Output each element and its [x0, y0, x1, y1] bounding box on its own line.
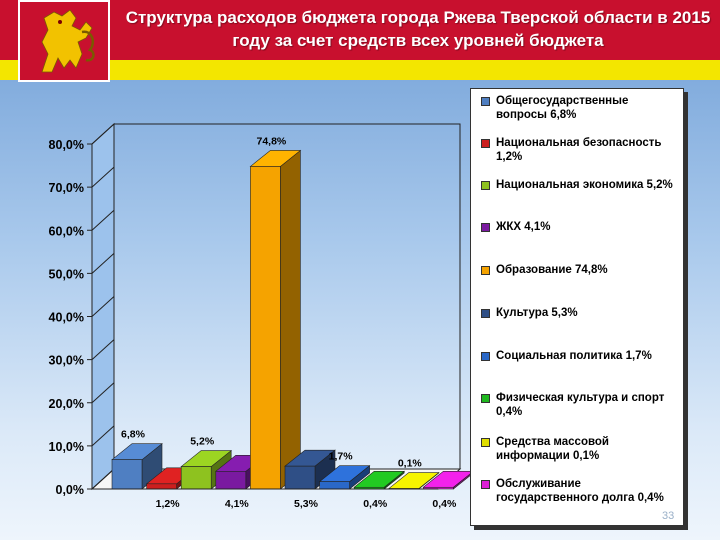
bar-value-label: 1,2% [156, 498, 181, 510]
bar-front [423, 486, 454, 490]
legend-item: Национальная экономика 5,2% [481, 178, 677, 192]
legend-label: ЖКХ 4,1% [496, 221, 551, 233]
bar-front [215, 471, 247, 490]
legend-swatch [481, 181, 490, 190]
legend-label: Культура 5,3% [496, 307, 578, 319]
legend-label: Социальная политика 1,7% [496, 350, 652, 362]
y-tick-label: 60,0% [49, 224, 84, 238]
bar-chart: 0,0% 10,0% 20,0% 30,0% 40,0% 50,0% 60,0% 70,0% 8… [49, 122, 470, 510]
legend-item: Физическая культура и спорт 0,4% [481, 391, 677, 419]
y-tick-label: 30,0% [49, 354, 84, 368]
bar-front [111, 459, 143, 490]
y-tick-label: 80,0% [49, 138, 84, 152]
legend-item: Общегосударственные вопросы 6,8% [481, 94, 677, 122]
page-number: 33 [662, 510, 675, 522]
bar-value-label: 0,4% [432, 498, 457, 510]
legend-label: Национальная безопасность 1,2% [496, 137, 662, 163]
bar-front [319, 481, 350, 490]
bar-value-label: 0,4% [363, 498, 388, 510]
bar [353, 470, 406, 490]
legend-item: Социальная политика 1,7% [481, 349, 677, 363]
y-tick-depth-line [91, 296, 115, 317]
y-tick-depth-line [91, 339, 115, 360]
y-tick-label: 10,0% [49, 440, 84, 454]
legend-label: Общегосударственные вопросы 6,8% [496, 95, 629, 121]
bar-value-label: 1,7% [329, 451, 354, 463]
y-tick-depth-line [91, 166, 115, 188]
bar-value-label: 4,1% [225, 498, 250, 510]
bar-front [250, 166, 281, 490]
legend-label: Физическая культура и спорт 0,4% [496, 392, 665, 418]
y-tick-label: 40,0% [49, 311, 84, 325]
page-title: Структура расходов бюджета города Ржева … [125, 8, 711, 50]
bar-side [280, 149, 301, 490]
y-tick-label: 70,0% [49, 181, 84, 195]
bar [422, 470, 470, 490]
header-stripe [0, 60, 720, 80]
y-tick-depth-line [91, 468, 115, 490]
legend-item: Средства массовой информации 0,1% [481, 435, 677, 463]
legend-label: Национальная экономика 5,2% [496, 179, 673, 191]
y-tick-label: 20,0% [49, 397, 84, 411]
y-tick-depth-line [91, 209, 115, 231]
y-tick-depth-line [91, 382, 115, 404]
legend-swatch [481, 97, 490, 106]
legend-swatch [481, 139, 490, 148]
legend-swatch [481, 223, 490, 232]
legend-swatch [481, 266, 490, 275]
legend-label: Обслуживание государственного долга 0,4% [496, 478, 664, 504]
bar-value-label: 74,8% [257, 135, 287, 147]
chart-legend: Общегосударственные вопросы 6,8% Национал… [470, 88, 684, 526]
bar-value-label: 0,1% [398, 458, 423, 470]
bar-front [284, 465, 316, 490]
legend-item: Обслуживание государственного долга 0,4% [481, 477, 677, 505]
bar-value-label: 6,8% [121, 429, 146, 441]
bar [284, 449, 336, 490]
y-tick-depth-line [91, 253, 115, 274]
y-tick-label: 50,0% [49, 267, 84, 281]
legend-swatch [481, 352, 490, 361]
legend-item: ЖКХ 4,1% [481, 220, 677, 234]
bar-front [180, 466, 212, 490]
header-bar [0, 0, 720, 80]
legend-item: Национальная безопасность 1,2% [481, 136, 677, 164]
legend-swatch [481, 309, 490, 318]
legend-label: Средства массовой информации 0,1% [496, 436, 609, 462]
coat-of-arms-icon [18, 0, 110, 82]
y-tick-depth-line [91, 425, 115, 447]
y-tick-depth-line [91, 123, 115, 145]
bar-front [146, 483, 177, 490]
bar-value-label: 5,3% [294, 498, 319, 510]
bar [111, 443, 163, 490]
legend-swatch [481, 394, 490, 403]
bar [249, 149, 302, 490]
legend-swatch [481, 480, 490, 489]
legend-swatch [481, 438, 490, 447]
y-tick-label: 0,0% [56, 483, 85, 497]
legend-item: Культура 5,3% [481, 306, 677, 320]
legend-label: Образование 74,8% [496, 264, 608, 276]
bar-value-label: 5,2% [190, 436, 215, 448]
legend-item: Образование 74,8% [481, 263, 677, 277]
